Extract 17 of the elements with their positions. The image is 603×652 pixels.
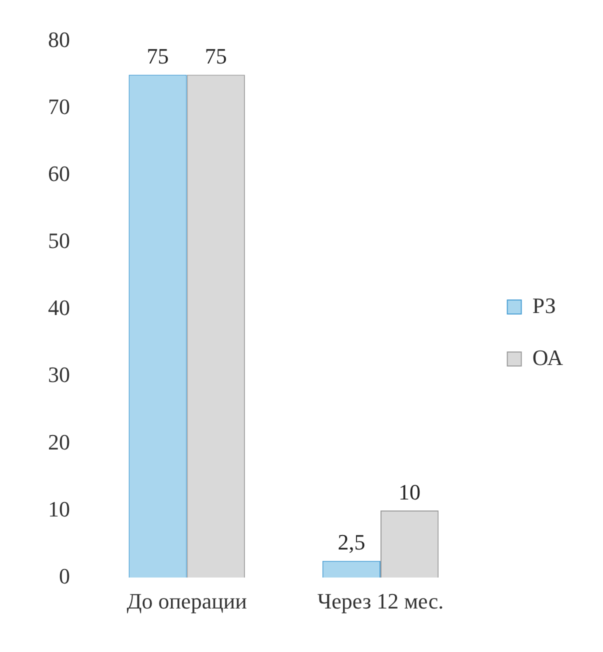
y-tick-label: 10 xyxy=(48,496,70,522)
y-tick-label: 60 xyxy=(48,161,70,186)
x-tick-label: Через 12 мес. xyxy=(317,588,444,614)
x-tick-label: До операции xyxy=(126,588,248,614)
y-tick-label: 80 xyxy=(48,26,70,52)
legend-label: ОА xyxy=(532,344,564,370)
y-tick-label: 20 xyxy=(48,429,70,454)
data-label: 75 xyxy=(204,44,227,69)
y-tick-label: 70 xyxy=(48,94,70,120)
y-tick-label: 30 xyxy=(48,362,70,388)
y-tick-label: 50 xyxy=(48,228,70,254)
legend-label: РЗ xyxy=(532,292,556,318)
y-tick-label: 0 xyxy=(59,563,70,588)
data-label: 75 xyxy=(146,44,169,69)
data-label: 10 xyxy=(398,479,421,504)
y-tick-label: 40 xyxy=(48,295,70,320)
data-label: 2,5 xyxy=(338,530,366,555)
